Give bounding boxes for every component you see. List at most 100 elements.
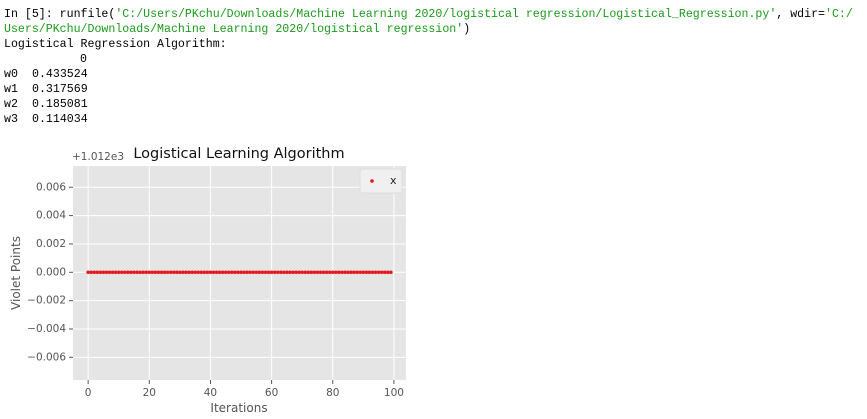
point xyxy=(162,270,167,275)
row-value: 0.317569 xyxy=(32,83,88,96)
point xyxy=(282,270,286,275)
point xyxy=(110,270,115,275)
point xyxy=(129,270,133,275)
x-tick-label: 0 xyxy=(85,387,92,399)
point xyxy=(101,270,106,275)
point xyxy=(116,270,121,275)
point xyxy=(113,270,118,275)
point xyxy=(386,270,390,275)
point xyxy=(147,270,152,275)
string: 'C:/Users/PKchu/Downloads/Machine Learni… xyxy=(115,8,776,21)
legend-marker xyxy=(370,179,374,183)
point xyxy=(242,270,246,275)
point xyxy=(226,270,231,275)
legend-box xyxy=(359,168,403,194)
point xyxy=(217,270,222,275)
point xyxy=(260,270,265,275)
point xyxy=(223,270,228,275)
point xyxy=(340,270,344,275)
point xyxy=(370,270,375,275)
point xyxy=(159,270,164,275)
point xyxy=(321,270,326,275)
point xyxy=(315,270,320,275)
point xyxy=(211,270,216,275)
point xyxy=(239,270,243,275)
point xyxy=(202,270,207,275)
row-label: w0 xyxy=(4,68,18,81)
y-tick-label: 0.006 xyxy=(36,181,66,193)
x-axis-label: Iterations xyxy=(210,401,267,415)
point xyxy=(233,270,237,275)
point xyxy=(288,270,292,275)
point xyxy=(138,270,142,275)
axis-offset: +1.012e3 xyxy=(72,151,124,163)
y-tick-label: 0.002 xyxy=(36,238,66,250)
point xyxy=(272,270,277,275)
point xyxy=(349,270,353,275)
point xyxy=(208,270,213,275)
point xyxy=(306,270,311,275)
row-label: w2 xyxy=(4,98,18,111)
point xyxy=(248,270,253,275)
point xyxy=(168,270,173,275)
point xyxy=(119,270,124,275)
point xyxy=(141,270,145,275)
point xyxy=(86,270,90,275)
point xyxy=(193,270,197,275)
point xyxy=(171,270,176,275)
point xyxy=(334,270,338,275)
y-tick-label: 0.000 xyxy=(36,266,66,278)
point xyxy=(251,270,256,275)
table-header: 0 xyxy=(80,53,87,66)
y-tick-label: −0.006 xyxy=(27,351,66,363)
x-tick-label: 40 xyxy=(204,387,217,399)
point xyxy=(303,270,308,275)
point xyxy=(196,270,201,275)
point xyxy=(355,270,360,275)
point xyxy=(156,270,161,275)
legend-label: x xyxy=(390,174,397,187)
code: ) xyxy=(463,23,470,36)
point xyxy=(291,270,295,275)
point xyxy=(343,270,347,275)
point xyxy=(165,270,170,275)
output-title: Logistical Regression Algorithm: xyxy=(4,38,227,51)
x-tick-label: 100 xyxy=(384,387,404,399)
point xyxy=(373,270,378,275)
point xyxy=(220,270,225,275)
point xyxy=(92,270,97,275)
x-tick-label: 20 xyxy=(143,387,156,399)
point xyxy=(181,270,185,275)
point xyxy=(367,270,372,275)
command-line: In [5]: runfile('C:/Users/PKchu/Download… xyxy=(4,8,853,21)
point xyxy=(245,270,249,275)
point xyxy=(352,270,356,275)
point xyxy=(190,270,194,275)
point xyxy=(89,270,93,275)
row-value: 0.114034 xyxy=(32,113,88,126)
point xyxy=(184,270,188,275)
point xyxy=(294,270,298,275)
point xyxy=(297,270,301,275)
y-tick-label: 0.004 xyxy=(36,210,66,222)
point xyxy=(205,270,210,275)
prompt: In [5]: xyxy=(4,8,60,21)
point xyxy=(376,270,381,275)
point xyxy=(150,270,155,275)
y-tick-label: −0.004 xyxy=(27,323,66,335)
point xyxy=(104,270,109,275)
point xyxy=(199,270,204,275)
row-value: 0.433524 xyxy=(32,68,88,81)
chart: Logistical Learning Algorithm +1.012e3 I… xyxy=(9,146,406,415)
string: 'C:/ xyxy=(825,8,853,21)
point xyxy=(257,270,262,275)
code: , wdir= xyxy=(776,8,825,21)
point xyxy=(324,270,329,275)
point xyxy=(318,270,323,275)
point xyxy=(175,270,179,275)
point xyxy=(285,270,289,275)
point xyxy=(107,270,112,275)
point xyxy=(275,270,280,275)
row-label: w1 xyxy=(4,83,18,96)
